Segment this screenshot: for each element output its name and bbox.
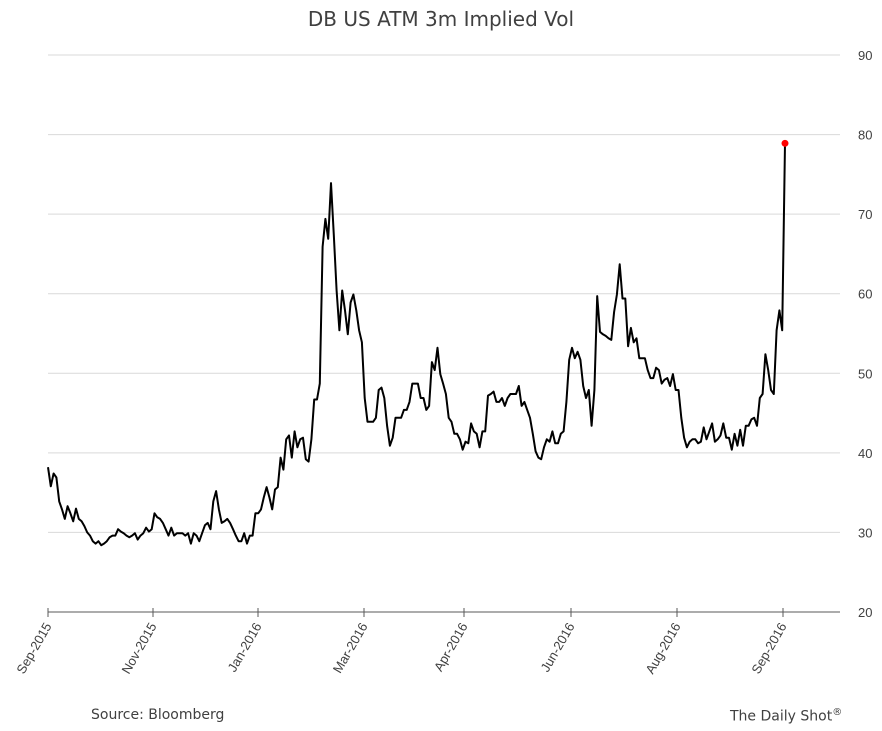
y-tick-label: 80 — [858, 128, 872, 143]
source-note: Source: Bloomberg — [91, 707, 225, 723]
x-tick-label: Aug-2016 — [642, 620, 683, 676]
y-tick-label: 60 — [858, 287, 872, 302]
y-tick-label: 50 — [858, 366, 872, 381]
series-layer — [47, 139, 789, 547]
brand-name: The Daily Shot — [730, 708, 833, 725]
y-tick-label: 40 — [858, 446, 872, 461]
x-tick-label: Nov-2015 — [118, 620, 159, 676]
x-tick-label: Jan-2016 — [224, 620, 264, 674]
x-tick-label: Apr-2016 — [431, 620, 471, 674]
brand-label: The Daily Shot® — [730, 707, 842, 725]
y-axis-ticks: 20 30 40 50 60 70 80 90 — [858, 48, 872, 620]
y-tick-label: 30 — [858, 525, 872, 540]
registered-mark: ® — [832, 707, 843, 718]
y-tick-label: 90 — [858, 48, 872, 63]
x-tick-label: Mar-2016 — [330, 620, 371, 676]
x-tick-label: Sep-2016 — [748, 620, 789, 676]
y-tick-label: 20 — [858, 605, 872, 620]
gridlines — [48, 54, 840, 533]
series-line — [47, 143, 786, 547]
last-value-marker — [781, 139, 789, 147]
x-tick-label: Sep-2015 — [13, 620, 54, 676]
x-tick-label: Jun-2016 — [537, 620, 577, 674]
chart-title: DB US ATM 3m Implied Vol — [307, 7, 575, 31]
x-axis: Sep-2015 Nov-2015 Jan-2016 Mar-2016 Apr-2016… — [13, 608, 840, 676]
y-tick-label: 70 — [858, 207, 872, 222]
